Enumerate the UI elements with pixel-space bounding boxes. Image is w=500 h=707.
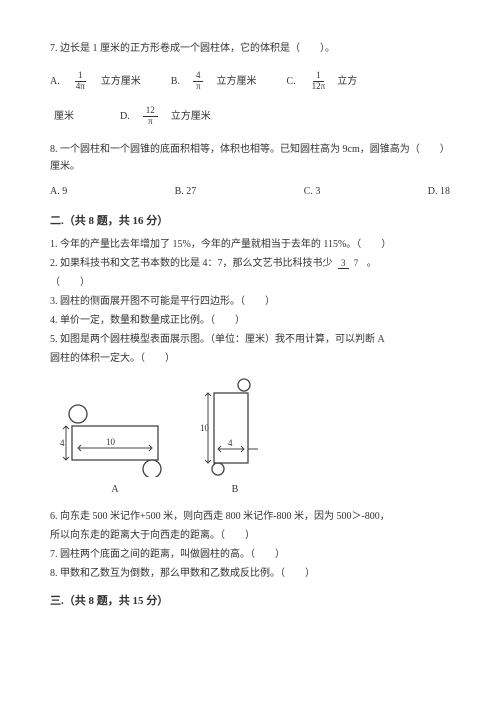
s2-q1: 1. 今年的产量比去年增加了 15%，今年的产量就相当于去年的 115%。（ ） (50, 236, 450, 253)
q7-optA-frac: 1 4π (73, 71, 88, 92)
q7-row2-unit: 厘米 (54, 108, 74, 125)
s2-q7: 7. 圆柱两个底面之间的距离，叫做圆柱的高。（ ） (50, 546, 450, 563)
s2-q2-frac: 3 7 (338, 259, 361, 269)
s2-q5a: 5. 如图是两个圆柱模型表面展示图。（单位：厘米）我不用计算，可以判断 A (50, 331, 450, 348)
s2-q6b: 所以向东走的距离大于向西走的距离。（ ） (50, 527, 450, 544)
figB-h-text: 10 (200, 423, 210, 433)
q7-optD-unit: 立方厘米 (171, 108, 211, 125)
question-8: 8. 一个圆柱和一个圆锥的底面积相等，体积也相等。已知圆柱高为 9cm，圆锥高为… (50, 141, 450, 200)
s2-q2-post: 。 (367, 258, 377, 269)
q7-optB-frac: 4 π (193, 71, 204, 92)
q7-optB-label: B. (171, 73, 180, 90)
s2-q2: 2. 如果科技书和文艺书本数的比是 4：7，那么文艺书比科技书少 3 7 。 (50, 255, 450, 272)
s2-q6a: 6. 向东走 500 米记作+500 米，则向西走 800 米记作-800 米，… (50, 508, 450, 525)
q7-optB-den: π (193, 82, 204, 92)
s2-q2-blank: （ ） (50, 274, 450, 291)
figure-A-svg: 4 10 (60, 402, 170, 477)
q7-options-row2: 厘米 D. 12 π 立方厘米 (50, 106, 450, 127)
q8-optC: C. 3 (304, 183, 321, 200)
q7-optA-label: A. (50, 73, 60, 90)
q8-optD: D. 18 (428, 183, 450, 200)
s2-q2-den: 7 (351, 258, 362, 268)
figA-label: A (111, 481, 118, 498)
figB-label: B (232, 481, 239, 498)
q7-optB-unit: 立方厘米 (217, 73, 257, 90)
q7-text: 7. 边长是 1 厘米的正方形卷成一个圆柱体，它的体积是（ ）。 (50, 40, 450, 57)
q7-optA-unit: 立方厘米 (101, 73, 141, 90)
q7-optD-den: π (145, 117, 156, 127)
s2-q8: 8. 甲数和乙数互为倒数，那么甲数和乙数成反比例。（ ） (50, 565, 450, 582)
q7-optC-unit-pre: 立方 (337, 73, 357, 90)
s2-q2-num: 3 (338, 258, 349, 269)
s2-q5b: 圆柱的体积一定大。（ ） (50, 350, 450, 367)
q7-optD-label: D. (120, 108, 130, 125)
q8-optB: B. 27 (175, 183, 197, 200)
q7-optC-den: 12π (309, 82, 329, 92)
cylinder-figures: 4 10 A 10 4 B (60, 377, 450, 498)
q8-text: 8. 一个圆柱和一个圆锥的底面积相等，体积也相等。已知圆柱高为 9cm，圆锥高为… (50, 141, 450, 175)
section3-head: 三.（共 8 题，共 15 分） (50, 592, 450, 611)
q7-options-row1: A. 1 4π 立方厘米 B. 4 π 立方厘米 C. 1 12π 立方 (50, 71, 450, 92)
figA-h-text: 4 (60, 438, 65, 448)
figA-w-text: 10 (106, 437, 116, 447)
q7-optA-den: 4π (73, 82, 88, 92)
s2-q4: 4. 单价一定，数量和数量成正比例。（ ） (50, 312, 450, 329)
s2-q3: 3. 圆柱的侧面展开图不可能是平行四边形。（ ） (50, 293, 450, 310)
section2-head: 二.（共 8 题，共 16 分） (50, 212, 450, 231)
q7-optD-frac: 12 π (143, 106, 158, 127)
q8-optA: A. 9 (50, 183, 67, 200)
figure-A: 4 10 A (60, 402, 170, 498)
q7-optC-label: C. (287, 73, 296, 90)
question-7: 7. 边长是 1 厘米的正方形卷成一个圆柱体，它的体积是（ ）。 A. 1 4π… (50, 40, 450, 127)
figB-w-text: 4 (228, 438, 233, 448)
figure-B: 10 4 B (200, 377, 270, 498)
q8-options: A. 9 B. 27 C. 3 D. 18 (50, 183, 450, 200)
q7-optC-frac: 1 12π (309, 71, 329, 92)
figure-B-svg: 10 4 (200, 377, 270, 477)
s2-q2-pre: 2. 如果科技书和文艺书本数的比是 4：7，那么文艺书比科技书少 (50, 258, 333, 269)
